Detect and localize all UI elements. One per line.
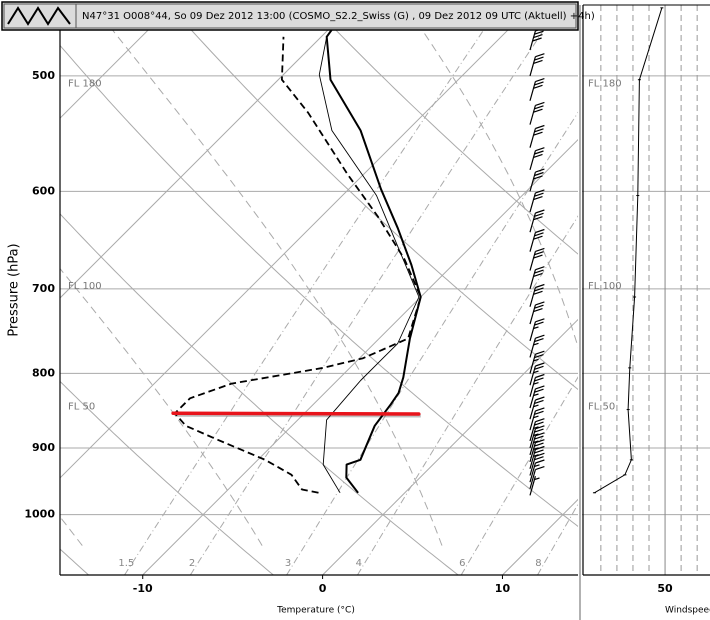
wind-barb — [529, 247, 545, 271]
mixing-ratio-label: 6 — [459, 558, 465, 569]
wind-barb — [529, 318, 545, 342]
profile-line — [318, 36, 420, 494]
y-tick-label: 600 — [32, 184, 55, 197]
isotherm — [142, 138, 578, 575]
profile-line — [325, 29, 422, 494]
wind-barb — [529, 425, 545, 449]
header-bar — [1, 1, 579, 31]
wind-barb — [529, 373, 545, 397]
mixing-ratio-line — [537, 503, 578, 575]
mixing-ratio-label: 1.5 — [118, 558, 134, 569]
x-tick-label: 10 — [495, 582, 511, 595]
highlight-shadow — [175, 413, 421, 418]
wind-barb — [529, 147, 545, 171]
y-tick-label: 900 — [32, 441, 55, 454]
mixing-ratio-line — [460, 376, 578, 575]
y-axis-label: Pressure (hPa) — [7, 243, 22, 336]
isotherm — [60, 5, 354, 299]
flight-level-label: FL 100 — [68, 281, 102, 292]
mixing-ratio-label: 8 — [535, 558, 541, 569]
x-tick-label: 50 — [657, 582, 673, 595]
wind-barb — [529, 439, 545, 463]
wind-barb — [529, 459, 545, 483]
wind-barb — [529, 209, 545, 233]
x-tick-label: -10 — [133, 582, 153, 595]
wind-barb — [529, 301, 545, 325]
wind-barb — [529, 350, 545, 374]
wind-barb — [529, 168, 545, 192]
dry-adiabat — [60, 44, 578, 527]
wind-barb — [529, 452, 545, 476]
highlight-line — [171, 411, 421, 416]
isotherm — [60, 5, 534, 479]
wind-barb — [529, 124, 545, 148]
wind-barb — [529, 334, 545, 358]
isotherm — [322, 318, 578, 575]
y-tick-label: 800 — [32, 366, 55, 379]
wind-barb — [529, 362, 545, 386]
x-tick-label: 0 — [319, 582, 327, 595]
main-plot: FL 180 FL 100 FL 50 — [68, 5, 545, 496]
flight-level-label: FL 50 — [68, 402, 95, 413]
y-tick-label: 500 — [32, 69, 55, 82]
wind-barb — [529, 407, 545, 431]
dry-adiabat — [172, 8, 578, 391]
mixing-ratio-line — [286, 111, 578, 575]
right-plot: FL 180 FL 100 FL 50 — [588, 7, 664, 494]
y-tick-label: 700 — [32, 282, 55, 295]
wind-barb — [529, 396, 545, 420]
header-title: N47°31 O008°44, So 09 Dez 2012 13:00 (CO… — [82, 11, 595, 22]
wind-barb — [529, 418, 545, 442]
flight-level-label: FL 180 — [68, 78, 102, 89]
flight-level-label: FL 180 — [588, 78, 622, 89]
right-background — [582, 5, 710, 575]
profile-line — [174, 36, 422, 494]
x-axis-label: Temperature (°C) — [276, 606, 355, 616]
mixing-ratio-label: 3 — [285, 558, 291, 569]
wind-barb — [529, 53, 545, 77]
mixing-ratio-line — [189, 8, 558, 575]
wind-barb — [529, 385, 545, 409]
dry-adiabat — [315, 8, 578, 255]
wind-barb — [529, 228, 545, 252]
moist-adiabat — [407, 8, 578, 349]
mixing-ratio-line — [124, 8, 499, 575]
flight-level-label: FL 100 — [588, 281, 622, 292]
isotherm — [682, 5, 710, 575]
wind-barb — [529, 78, 545, 101]
moist-adiabat — [60, 267, 263, 546]
wind-barb — [529, 266, 545, 290]
axes: 1.5 2 3 4 6 8 500 600 700 800 900 1000 -10 0 10 50 — [24, 69, 673, 595]
wind-barb — [529, 283, 545, 307]
wind-barb — [529, 27, 545, 51]
wind-barb — [529, 101, 545, 125]
wind-barb — [529, 445, 545, 469]
dry-adiabat — [60, 213, 459, 575]
isotherm — [60, 5, 174, 119]
y-tick-label: 1000 — [24, 508, 55, 521]
mixing-ratio-line — [357, 215, 578, 575]
main-background — [60, 5, 710, 575]
moist-adiabat — [95, 8, 443, 546]
wind-barb — [529, 466, 545, 489]
wind-barb — [529, 189, 545, 213]
wind-barb — [529, 476, 540, 496]
dry-adiabat — [60, 380, 274, 575]
flight-level-label: FL 50 — [588, 402, 615, 413]
right-x-axis-label: Windspeed — [665, 606, 710, 616]
mixing-ratio-label: 2 — [189, 558, 195, 569]
header-icon — [7, 6, 71, 26]
mixing-ratio-label: 4 — [356, 558, 362, 569]
wind-barb — [529, 432, 545, 456]
